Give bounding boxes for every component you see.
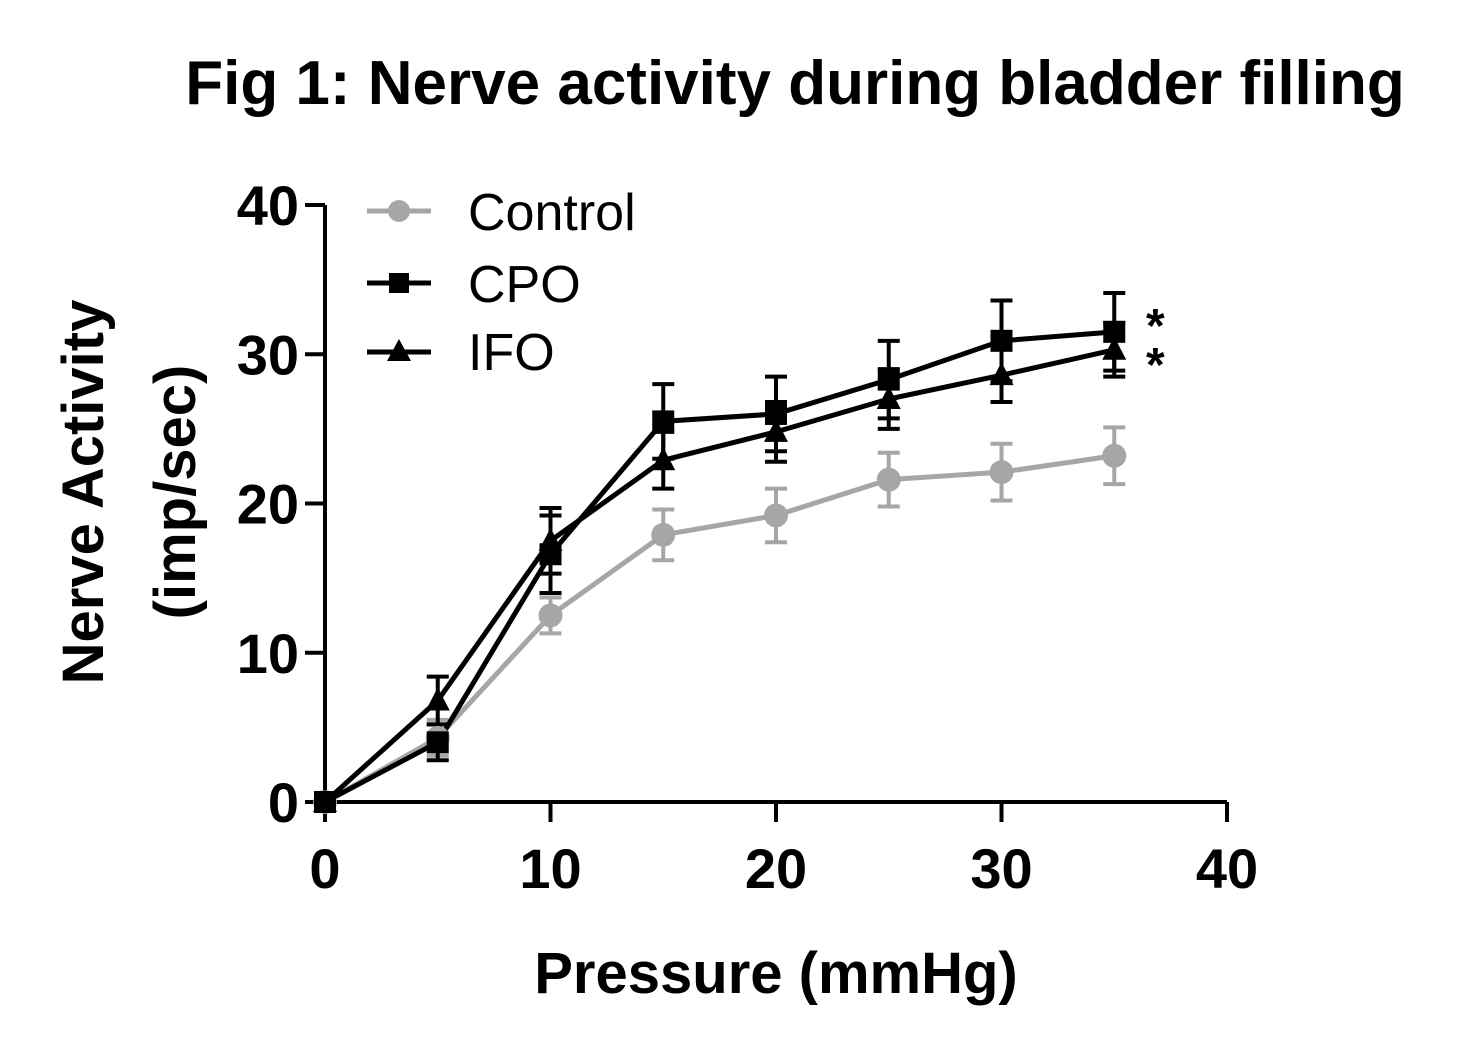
legend-ifo-label: IFO (468, 324, 555, 382)
ifo-point (876, 386, 901, 410)
legend-cpo-label: CPO (468, 256, 581, 314)
control-point (538, 603, 563, 628)
cpo-point (1103, 320, 1126, 343)
y-axis-title: Nerve Activity (imp/sec) (51, 300, 208, 685)
x-tick-label: 40 (1196, 837, 1258, 900)
annotation-ifo-significance: * (1146, 339, 1165, 392)
control-series-line (323, 453, 1115, 805)
chart-title: Fig 1: Nerve activity during bladder fil… (185, 49, 1405, 118)
ifo-point (651, 447, 676, 471)
ifo-series-line (323, 347, 1115, 804)
cpo-point (426, 731, 449, 754)
x-ticks: 0 10 20 30 40 (309, 802, 1258, 900)
x-tick-label: 10 (519, 837, 581, 900)
ifo-point (1102, 336, 1127, 360)
ifo-point (989, 362, 1014, 386)
y-axis-title-line-2: (imp/sec) (143, 365, 208, 620)
legend: Control CPO IFO (367, 184, 636, 382)
y-axis-title-line-1: Nerve Activity (51, 300, 116, 685)
x-axis-title: Pressure (mmHg) (534, 941, 1017, 1006)
y-tick-label: 10 (237, 622, 299, 685)
x-tick-label: 20 (745, 837, 807, 900)
y-tick-label: 30 (237, 323, 299, 386)
x-tick-label: 30 (970, 837, 1032, 900)
legend-cpo-marker (389, 273, 409, 293)
y-tick-label: 0 (268, 771, 299, 834)
ifo-point (425, 687, 450, 711)
x-tick-label: 0 (309, 837, 340, 900)
control-point (876, 467, 901, 492)
series-lines (323, 329, 1115, 805)
ifo-point (764, 418, 788, 442)
y-ticks: 0 10 20 30 40 (237, 174, 325, 834)
y-tick-label: 40 (237, 174, 299, 237)
ifo-point (313, 789, 337, 812)
annotation-cpo-significance: * (1146, 300, 1165, 353)
control-point (1102, 443, 1127, 468)
control-point (764, 503, 788, 528)
cpo-point (990, 329, 1013, 352)
control-point (989, 460, 1014, 485)
legend-ifo-marker (387, 339, 411, 361)
cpo-series-line (323, 329, 1115, 805)
cpo-point (765, 402, 787, 425)
y-tick-label: 20 (237, 473, 299, 536)
series-markers (313, 320, 1127, 814)
cpo-point (877, 368, 900, 391)
legend-control-marker (388, 200, 410, 222)
legend-control-label: Control (468, 184, 636, 242)
cpo-point (652, 410, 675, 433)
ifo-point (538, 527, 563, 551)
control-point (651, 522, 676, 547)
